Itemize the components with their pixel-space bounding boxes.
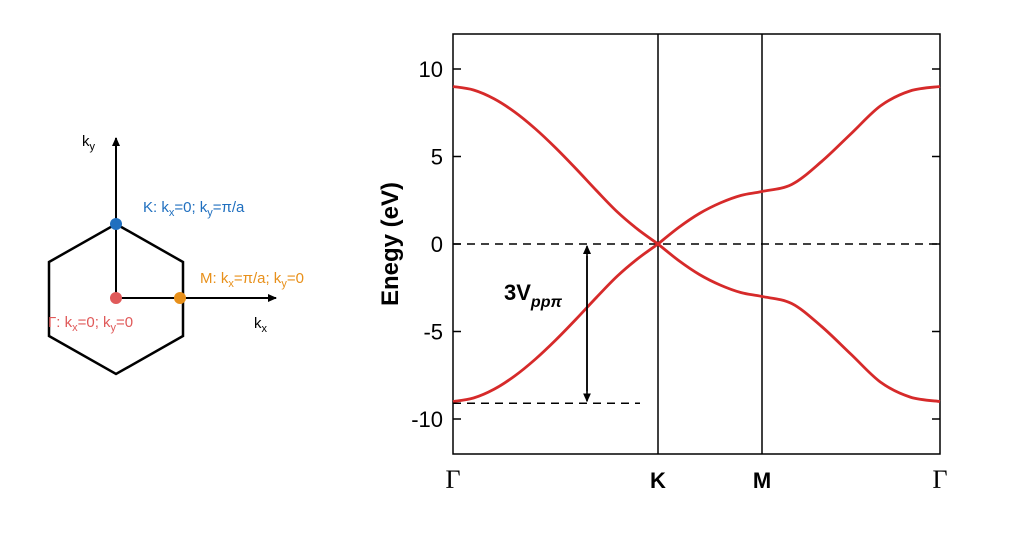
y-tick-label: -5 [423, 320, 443, 345]
k-point-dot [110, 218, 122, 230]
y-tick-label: 10 [419, 57, 443, 82]
y-tick-label: 0 [431, 232, 443, 257]
gamma-point-label: Γ: kx=0; ky=0 [48, 314, 133, 334]
m-point-label: M: kx=π/a; ky=0 [200, 270, 304, 290]
ky-axis-label: ky [82, 133, 96, 153]
x-tick-label: M [753, 468, 771, 493]
m-point-dot [174, 292, 186, 304]
k-point-label: K: kx=0; ky=π/a [143, 199, 245, 219]
kx-axis-label: kx [254, 315, 268, 335]
gamma-point-dot [110, 292, 122, 304]
y-axis-label: Enegy (eV) [377, 182, 404, 306]
x-tick-label: Γ [445, 465, 460, 494]
conduction-band-line [657, 85, 941, 246]
x-tick-label: K [650, 468, 666, 493]
valence-band-line [657, 242, 941, 403]
y-tick-label: -10 [411, 407, 443, 432]
y-tick-label: 5 [431, 145, 443, 170]
bandwidth-annotation: 3Vppπ [453, 245, 640, 405]
band-curves [452, 85, 941, 403]
bandwidth-label: 3Vppπ [504, 280, 562, 311]
x-tick-label: Γ [932, 465, 947, 494]
conduction-band-line [452, 85, 659, 246]
band-structure-chart: -10 -5 0 5 10 Γ K M Γ 3Vppπ Enegy (eV) [377, 33, 948, 494]
valence-band-line [452, 242, 659, 403]
y-axis-ticks: -10 -5 0 5 10 [411, 57, 940, 432]
hexagon-brillouin-zone [47, 222, 185, 376]
brillouin-zone-panel: ky kx K: kx=0; ky=π/a M: kx=π/a; ky=0 Γ:… [47, 133, 304, 376]
